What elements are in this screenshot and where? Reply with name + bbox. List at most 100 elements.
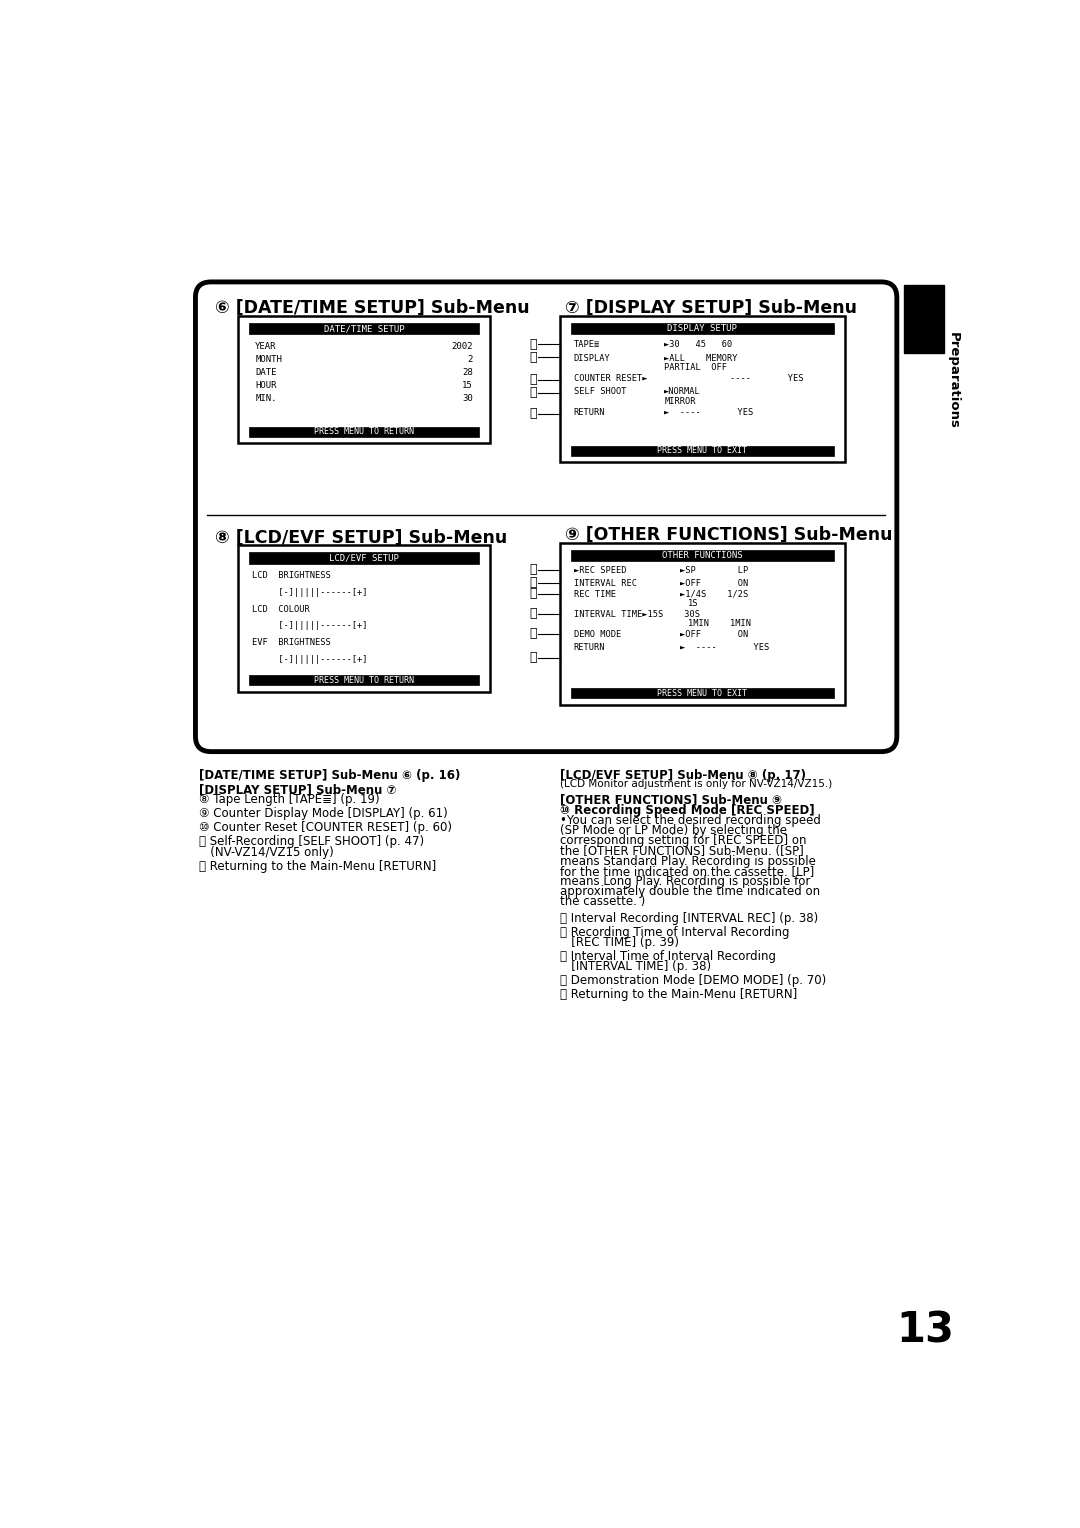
Bar <box>570 550 834 561</box>
Text: 15: 15 <box>462 382 473 390</box>
Text: 1MIN    1MIN: 1MIN 1MIN <box>688 619 751 628</box>
Text: ㉓: ㉓ <box>529 576 537 590</box>
Text: Preparations: Preparations <box>947 332 960 429</box>
Text: DISPLAY: DISPLAY <box>573 353 610 362</box>
Text: ㉒: ㉒ <box>529 564 537 576</box>
Bar <box>570 689 834 698</box>
Text: means Long Play. Recording is possible for: means Long Play. Recording is possible f… <box>559 876 810 888</box>
Bar <box>559 316 845 461</box>
Text: [-]|||||------[+]: [-]|||||------[+] <box>252 656 367 665</box>
Text: ㉕: ㉕ <box>529 607 537 620</box>
Bar <box>238 545 490 692</box>
Bar <box>559 542 845 704</box>
Text: MONTH: MONTH <box>255 354 282 364</box>
Text: ⓚ Self-Recording [SELF SHOOT] (p. 47): ⓚ Self-Recording [SELF SHOOT] (p. 47) <box>199 836 423 848</box>
Text: LCD  COLOUR: LCD COLOUR <box>252 605 310 614</box>
Text: 2002: 2002 <box>451 342 473 351</box>
Text: PRESS MENU TO RETURN: PRESS MENU TO RETURN <box>314 428 414 435</box>
Text: ►  ----       YES: ► ---- YES <box>664 408 754 417</box>
Text: ►NORMAL: ►NORMAL <box>664 388 701 396</box>
Text: MIRROR: MIRROR <box>664 397 696 405</box>
Text: ⑩ Counter Reset [COUNTER RESET] (p. 60): ⑩ Counter Reset [COUNTER RESET] (p. 60) <box>199 822 451 834</box>
Text: ⓞ Returning to the Main-Menu [RETURN]: ⓞ Returning to the Main-Menu [RETURN] <box>559 987 797 1001</box>
Text: ⑦ [DISPLAY SETUP] Sub-Menu: ⑦ [DISPLAY SETUP] Sub-Menu <box>565 299 858 316</box>
Bar <box>570 446 834 455</box>
Text: ►SP        LP: ►SP LP <box>679 565 748 575</box>
Bar <box>904 286 944 353</box>
Text: ►  ----       YES: ► ---- YES <box>679 643 769 652</box>
Text: HOUR: HOUR <box>255 382 276 390</box>
Text: for the time indicated on the cassette. [LP]: for the time indicated on the cassette. … <box>559 865 814 877</box>
Text: approximately double the time indicated on: approximately double the time indicated … <box>559 885 820 898</box>
Text: 1S: 1S <box>688 599 698 608</box>
Text: ⑧ Tape Length [TAPE≣] (p. 19): ⑧ Tape Length [TAPE≣] (p. 19) <box>199 793 379 807</box>
Bar <box>248 552 480 564</box>
Text: [DATE/TIME SETUP] Sub-Menu ⑥ (p. 16): [DATE/TIME SETUP] Sub-Menu ⑥ (p. 16) <box>199 769 460 781</box>
Text: ⑩ Recording Speed Mode [REC SPEED]: ⑩ Recording Speed Mode [REC SPEED] <box>559 804 814 817</box>
Text: [OTHER FUNCTIONS] Sub-Menu ⑨: [OTHER FUNCTIONS] Sub-Menu ⑨ <box>559 795 782 807</box>
Text: ►OFF       ON: ►OFF ON <box>679 630 748 639</box>
Text: means Standard Play. Recording is possible: means Standard Play. Recording is possib… <box>559 854 815 868</box>
Text: ►OFF       ON: ►OFF ON <box>679 579 748 588</box>
Text: PARTIAL  OFF: PARTIAL OFF <box>664 362 727 371</box>
Text: MIN.: MIN. <box>255 394 276 403</box>
Text: ⑥ [DATE/TIME SETUP] Sub-Menu: ⑥ [DATE/TIME SETUP] Sub-Menu <box>215 299 529 316</box>
Text: [REC TIME] (p. 39): [REC TIME] (p. 39) <box>559 935 678 949</box>
Text: COUNTER RESET►: COUNTER RESET► <box>573 374 647 384</box>
Text: RETURN: RETURN <box>573 643 605 652</box>
Bar <box>238 316 490 443</box>
FancyBboxPatch shape <box>195 283 896 752</box>
Text: DATE∕TIME SETUP: DATE∕TIME SETUP <box>324 324 404 333</box>
Text: ㉑: ㉑ <box>529 406 537 420</box>
Text: 13: 13 <box>896 1309 955 1352</box>
Text: ►1/4S    1/2S: ►1/4S 1/2S <box>679 590 748 599</box>
Text: YEAR: YEAR <box>255 342 276 351</box>
Text: (SP Mode or LP Mode) by selecting the: (SP Mode or LP Mode) by selecting the <box>559 824 786 837</box>
Text: OTHER FUNCTIONS: OTHER FUNCTIONS <box>662 552 743 561</box>
Text: ㉔: ㉔ <box>529 587 537 601</box>
Bar <box>570 322 834 335</box>
Text: ►30   45   60: ►30 45 60 <box>664 341 732 350</box>
Text: ⑨ [OTHER FUNCTIONS] Sub-Menu: ⑨ [OTHER FUNCTIONS] Sub-Menu <box>565 526 893 544</box>
Text: ⓜ Interval Time of Interval Recording: ⓜ Interval Time of Interval Recording <box>559 950 775 963</box>
Text: [INTERVAL TIME] (p. 38): [INTERVAL TIME] (p. 38) <box>559 960 711 973</box>
Text: the cassette. ): the cassette. ) <box>559 895 645 908</box>
Text: REC TIME: REC TIME <box>573 590 616 599</box>
Text: ⓛ Returning to the Main-Menu [RETURN]: ⓛ Returning to the Main-Menu [RETURN] <box>199 860 436 872</box>
Bar <box>248 322 480 335</box>
Text: ⑲: ⑲ <box>529 373 537 387</box>
Text: ⑨ Counter Display Mode [DISPLAY] (p. 61): ⑨ Counter Display Mode [DISPLAY] (p. 61) <box>199 807 447 821</box>
Text: the [OTHER FUNCTIONS] Sub-Menu. ([SP]: the [OTHER FUNCTIONS] Sub-Menu. ([SP] <box>559 845 804 857</box>
Text: ⑧ [LCD/EVF SETUP] Sub-Menu: ⑧ [LCD/EVF SETUP] Sub-Menu <box>215 529 508 547</box>
Text: ⑱: ⑱ <box>529 351 537 364</box>
Text: 28: 28 <box>462 368 473 377</box>
Bar <box>248 675 480 686</box>
Bar <box>248 426 480 437</box>
Text: ㉗: ㉗ <box>529 651 537 665</box>
Text: (NV-VZ14/VZ15 only): (NV-VZ14/VZ15 only) <box>199 845 334 859</box>
Text: LCD∕EVF SETUP: LCD∕EVF SETUP <box>329 553 399 562</box>
Text: RETURN: RETURN <box>573 408 605 417</box>
Text: ⓚ Interval Recording [INTERVAL REC] (p. 38): ⓚ Interval Recording [INTERVAL REC] (p. … <box>559 912 818 924</box>
Text: SELF SHOOT: SELF SHOOT <box>573 388 626 396</box>
Text: INTERVAL REC: INTERVAL REC <box>573 579 636 588</box>
Text: [LCD/EVF SETUP] Sub-Menu ⑧ (p. 17): [LCD/EVF SETUP] Sub-Menu ⑧ (p. 17) <box>559 769 806 781</box>
Text: ----       YES: ---- YES <box>730 374 804 384</box>
Text: ⑰: ⑰ <box>529 338 537 351</box>
Text: DATE: DATE <box>255 368 276 377</box>
Text: PRESS MENU TO EXIT: PRESS MENU TO EXIT <box>658 446 747 455</box>
Text: ㉖: ㉖ <box>529 628 537 640</box>
Text: DISPLAY SETUP: DISPLAY SETUP <box>667 324 738 333</box>
Text: 2: 2 <box>468 354 473 364</box>
Text: INTERVAL TIME►15S    30S: INTERVAL TIME►15S 30S <box>573 610 700 619</box>
Text: PRESS MENU TO RETURN: PRESS MENU TO RETURN <box>314 675 414 685</box>
Text: •You can select the desired recording speed: •You can select the desired recording sp… <box>559 814 821 827</box>
Text: corresponding setting for [REC SPEED] on: corresponding setting for [REC SPEED] on <box>559 834 806 848</box>
Text: 30: 30 <box>462 394 473 403</box>
Text: ⓝ Demonstration Mode [DEMO MODE] (p. 70): ⓝ Demonstration Mode [DEMO MODE] (p. 70) <box>559 973 826 987</box>
Text: LCD  BRIGHTNESS: LCD BRIGHTNESS <box>252 570 330 579</box>
Text: ►ALL    MEMORY: ►ALL MEMORY <box>664 353 738 362</box>
Text: (LCD Monitor adjustment is only for NV-VZ14/VZ15.): (LCD Monitor adjustment is only for NV-V… <box>559 779 832 788</box>
Text: ⑳: ⑳ <box>529 387 537 399</box>
Text: DEMO MODE: DEMO MODE <box>573 630 621 639</box>
